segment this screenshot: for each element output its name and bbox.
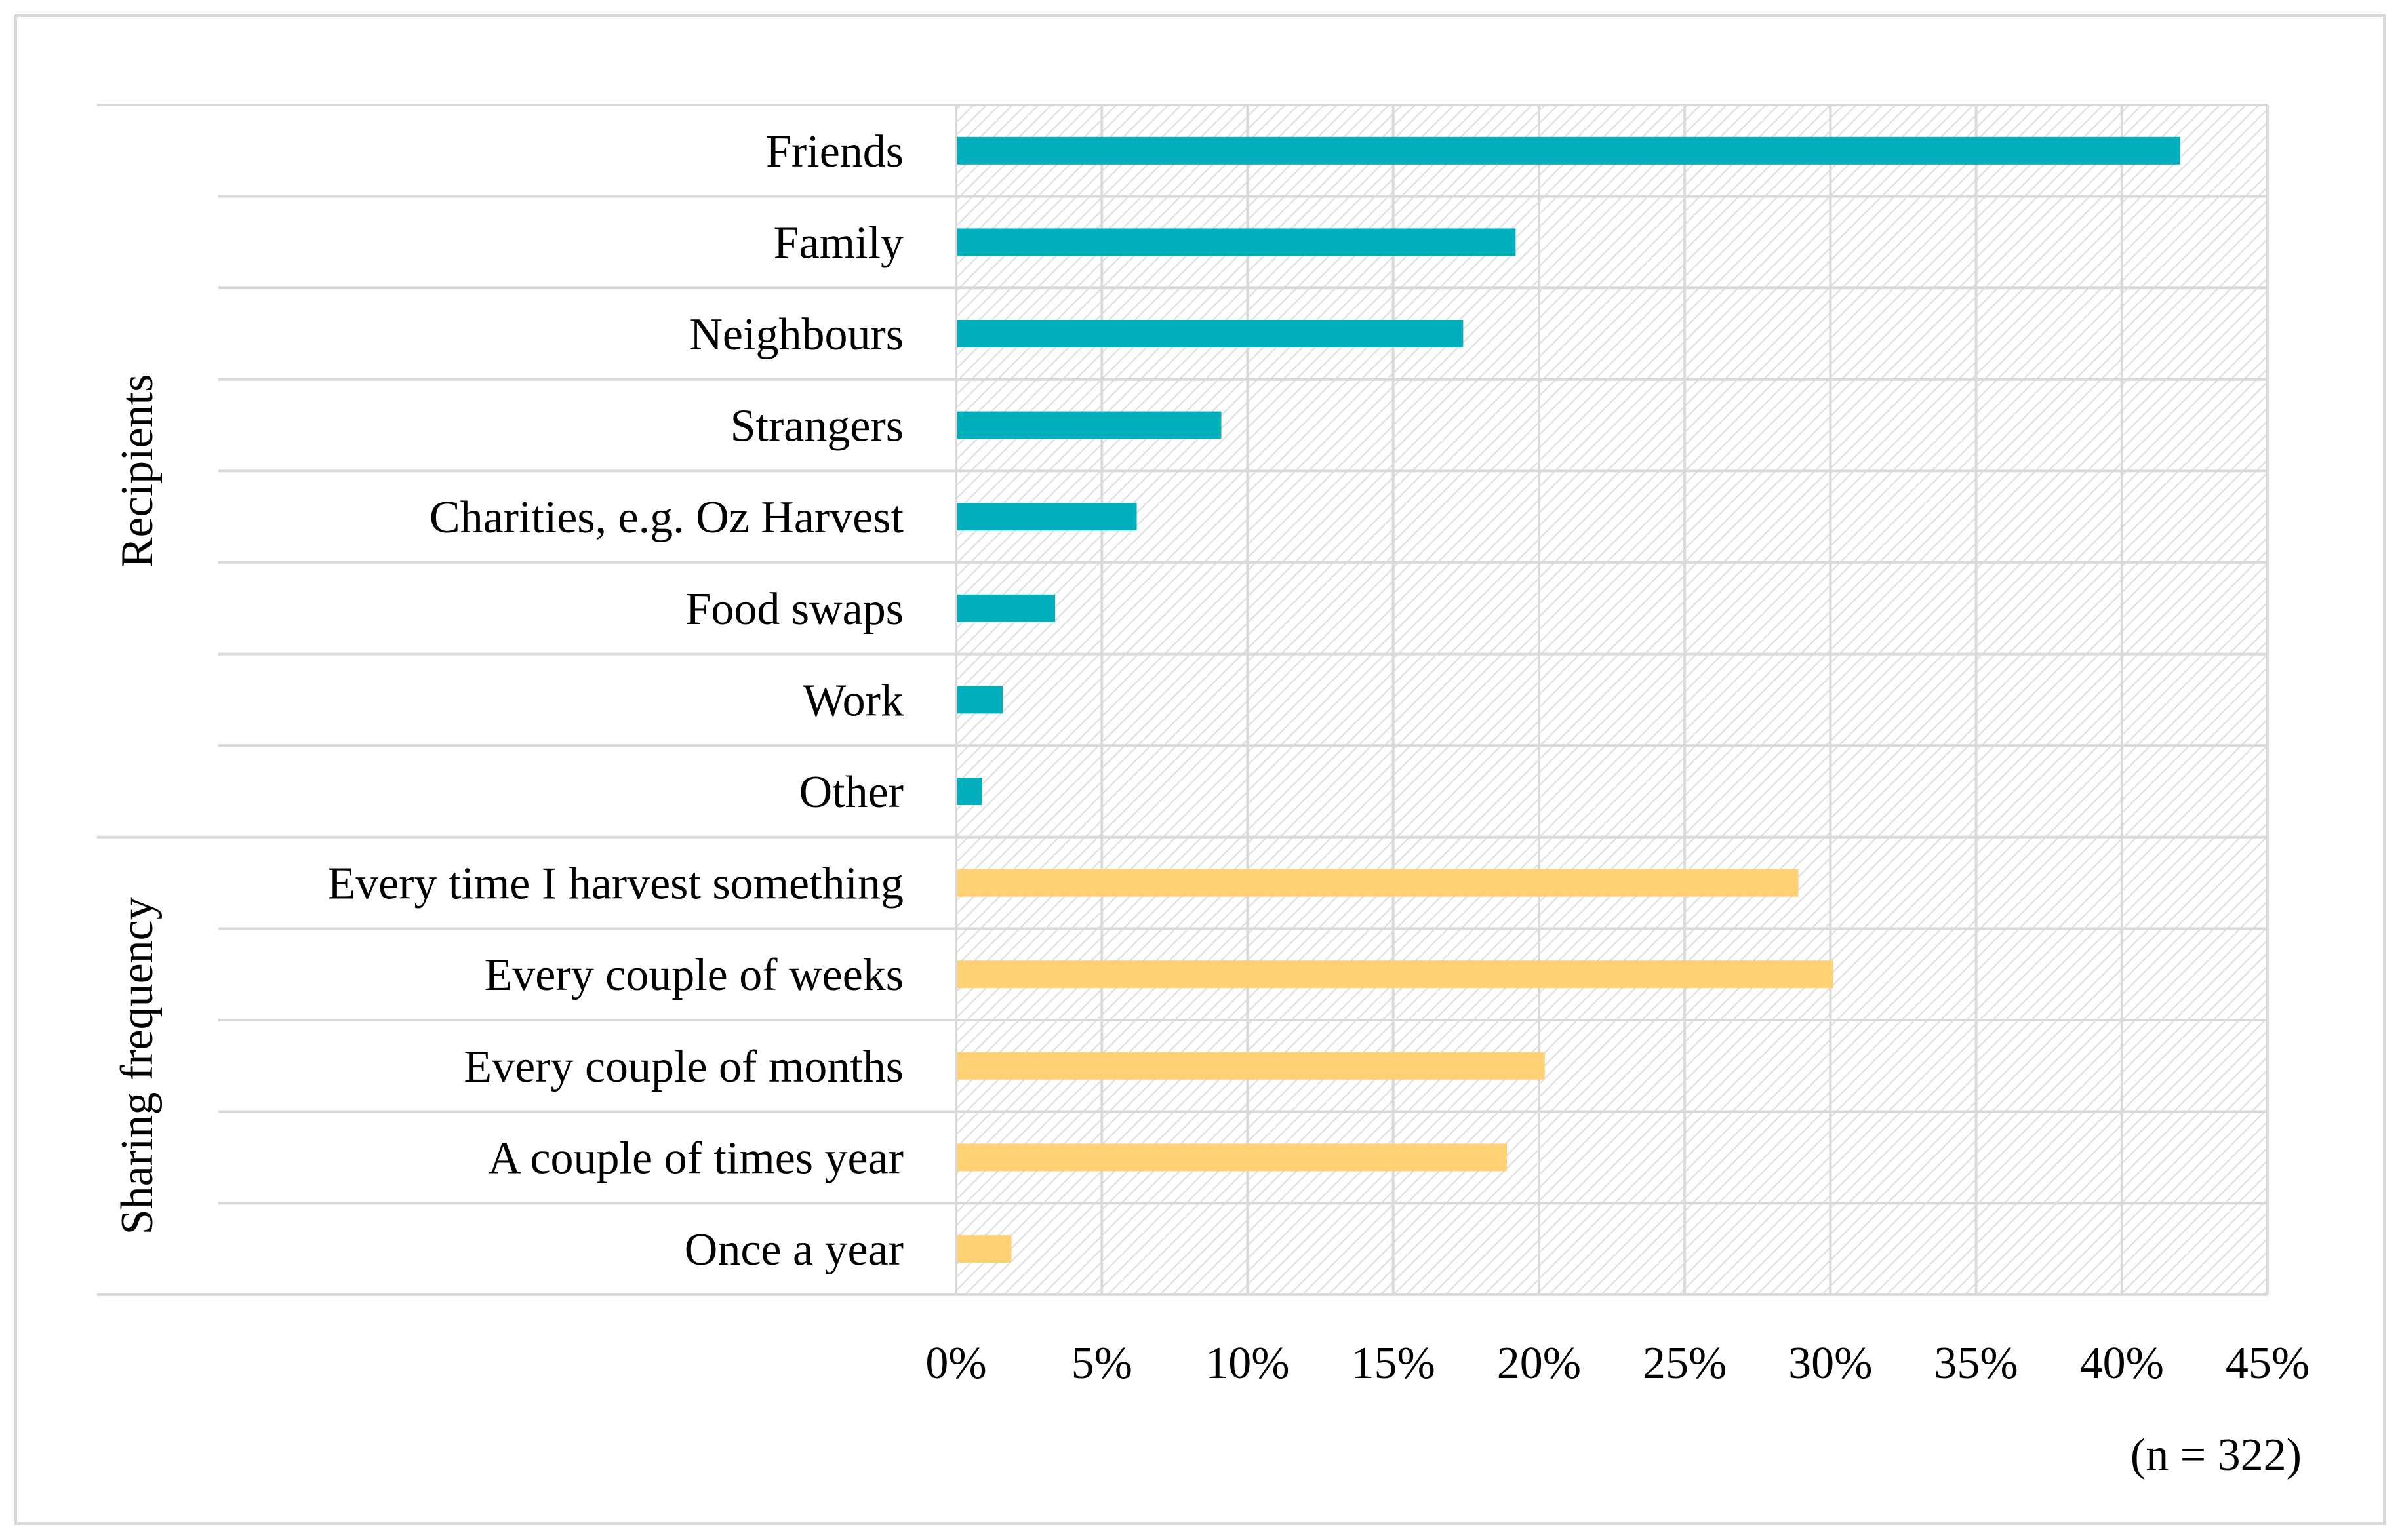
x-tick-label: 10% [1205,1338,1289,1389]
bar [957,136,2180,165]
gridlines [955,105,2269,1295]
bar [957,228,1516,256]
category-label: Work [803,675,904,726]
category-label: A couple of times year [488,1133,904,1183]
category-label: Other [799,767,904,818]
category-label: Every couple of months [464,1042,904,1092]
category-labels: Friends Family Neighbours Strangers Charitie… [327,127,904,1275]
bar [957,960,1833,989]
bar [957,1143,1507,1172]
x-tick-label: 0% [925,1338,986,1389]
plot-area-background [956,105,2268,1295]
x-tick-label: 5% [1071,1338,1132,1389]
x-tick-label: 45% [2226,1338,2310,1389]
category-label: Every time I harvest something [327,859,904,909]
x-tick-label: 25% [1643,1338,1727,1389]
category-label: Charities, e.g. Oz Harvest [430,492,904,543]
category-label: Every couple of weeks [485,950,904,1000]
x-tick-label: 15% [1351,1338,1435,1389]
bar [957,1235,1012,1263]
x-tick-label: 20% [1497,1338,1581,1389]
category-label: Strangers [730,401,904,452]
bar [957,503,1137,531]
x-axis-tick-labels: 0% 5% 10% 15% 20% 25% 30% 35% 40% 45% [925,1338,2310,1389]
category-label: Family [774,218,904,268]
x-tick-label: 35% [1934,1338,2018,1389]
category-separators [97,104,2268,1296]
bar [957,869,1799,897]
x-tick-label: 30% [1788,1338,1872,1389]
group-labels: Recipients Sharing frequency [112,374,163,1235]
category-label: Friends [766,127,904,177]
group-label: Sharing frequency [112,897,163,1234]
bar [957,1052,1545,1080]
category-label: Food swaps [685,584,904,635]
sample-size-note: (n = 322) [2130,1430,2302,1480]
group-label: Recipients [112,374,163,568]
bar [957,594,1056,622]
category-label: Neighbours [689,309,904,360]
bar [957,778,982,805]
bar [957,320,1464,347]
bar [957,411,1222,439]
bar [957,686,1003,714]
category-label: Once a year [685,1225,904,1275]
x-tick-label: 40% [2080,1338,2164,1389]
bars [957,136,2180,1263]
